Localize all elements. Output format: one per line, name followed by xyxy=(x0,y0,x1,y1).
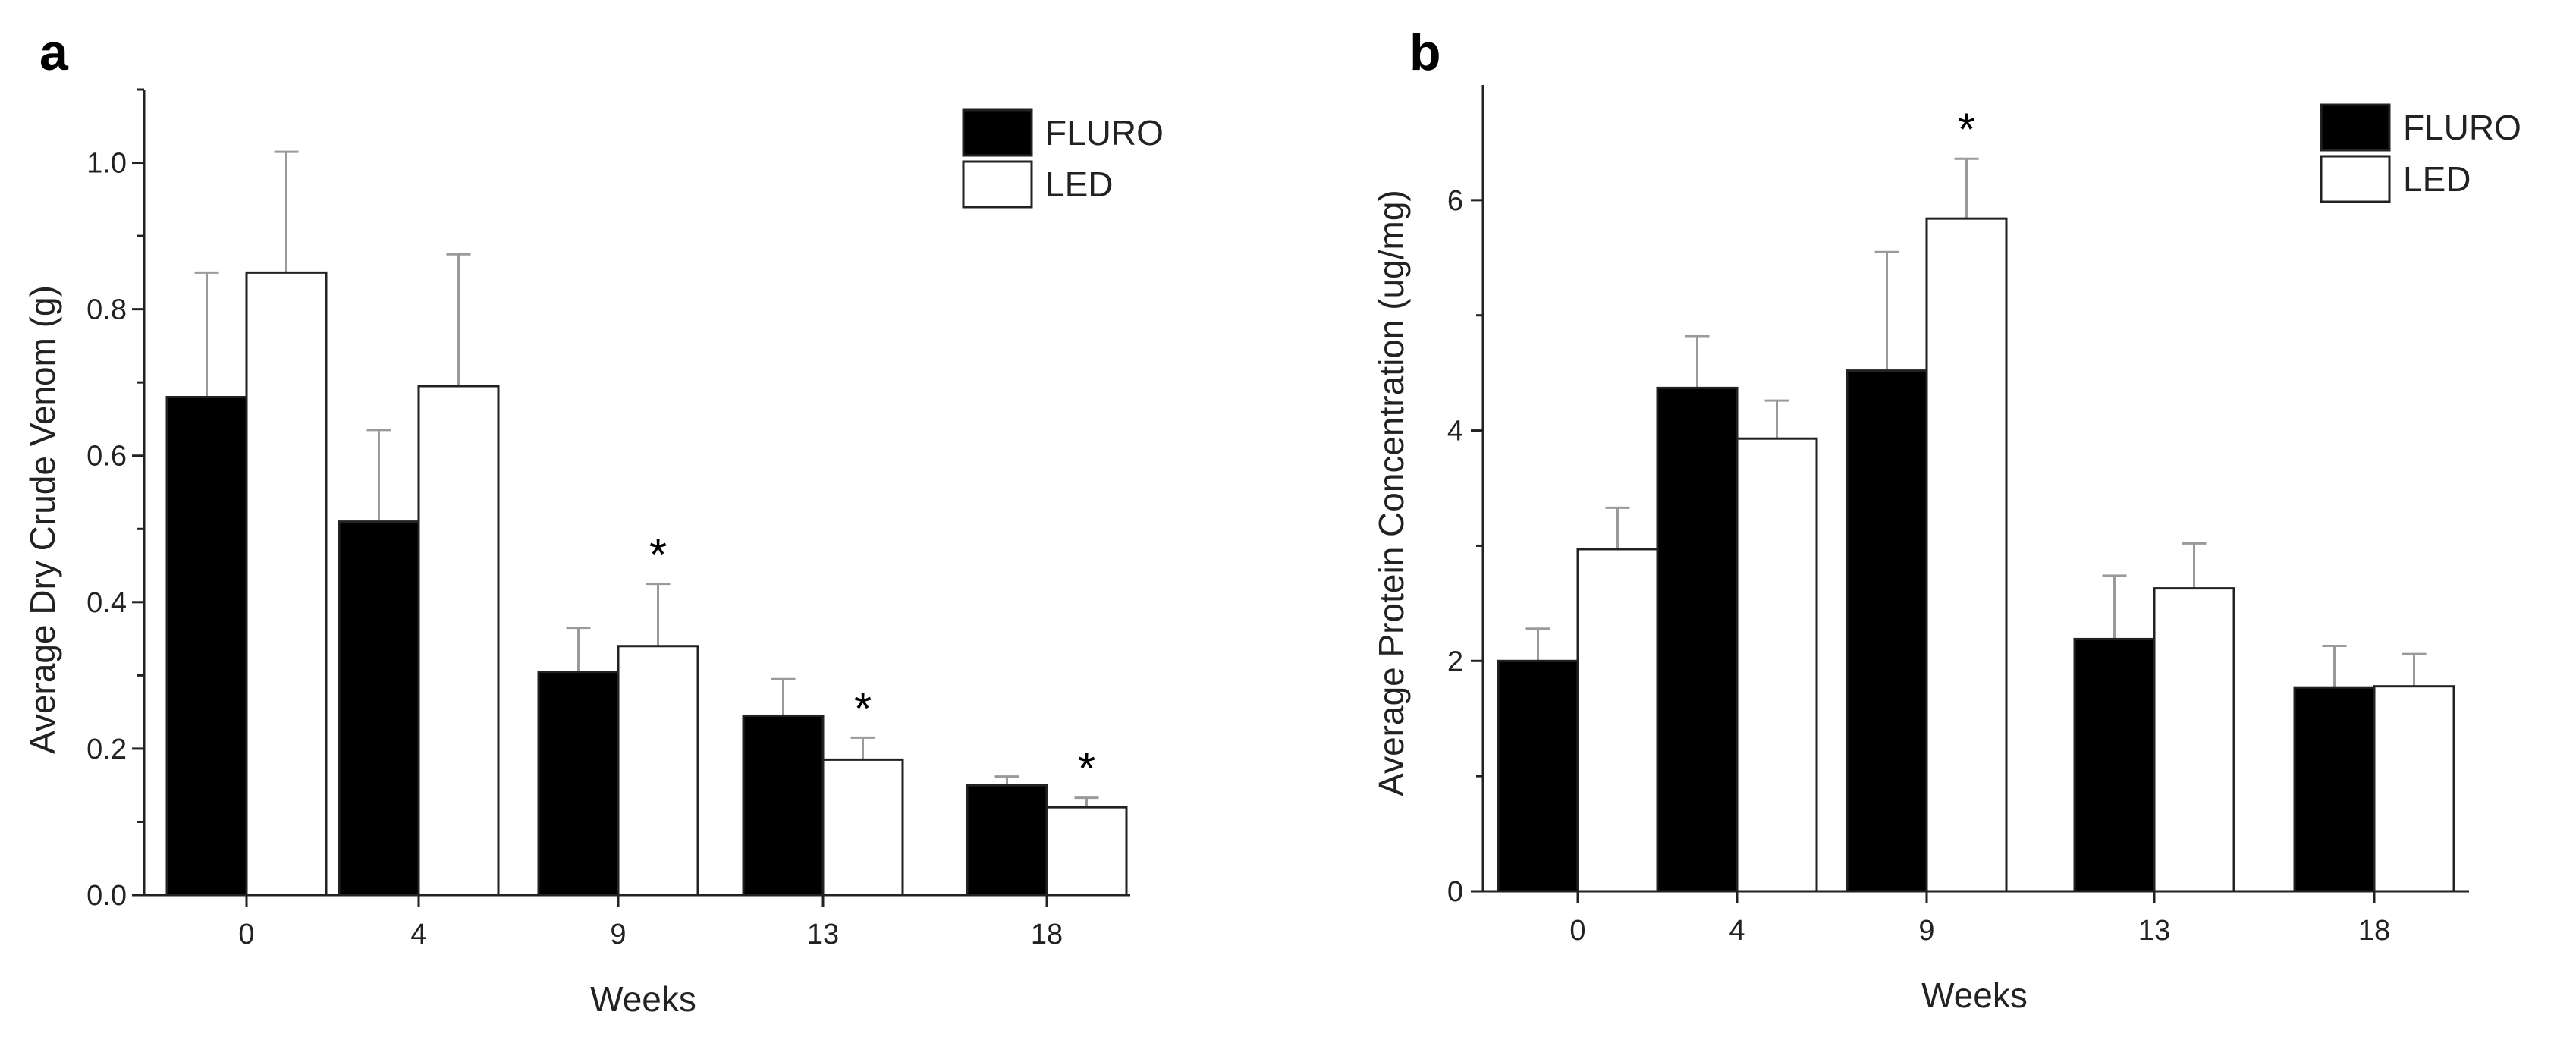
bar-fluro xyxy=(2073,637,2156,893)
x-tick-label: 4 xyxy=(410,919,426,950)
y-tick-label: 0.6 xyxy=(86,441,127,473)
significance-marker: * xyxy=(854,683,872,734)
bar-fluro xyxy=(1846,369,1928,893)
bar-fluro xyxy=(2293,686,2376,893)
y-tick-label: 1.0 xyxy=(86,148,127,180)
x-tick-label: 9 xyxy=(610,919,626,950)
bar-led xyxy=(245,271,328,897)
x-axis-title: Weeks xyxy=(1921,976,2028,1015)
legend-swatch-led xyxy=(2320,155,2391,203)
legend-label-led: LED xyxy=(1045,165,1113,204)
x-tick-label: 13 xyxy=(807,919,839,950)
bar-fluro xyxy=(537,671,620,897)
x-tick-label: 18 xyxy=(2358,915,2390,947)
y-tick-label: 0.4 xyxy=(86,587,127,619)
legend-label-led: LED xyxy=(2403,159,2471,199)
y-tick-label: 2 xyxy=(1447,646,1463,677)
panel-b: b 0 2 4 6 0 4 9 * 13 18 Weeks Average Protein Concen… xyxy=(1371,24,2521,1015)
x-axis-title: Weeks xyxy=(590,979,696,1019)
bar-led xyxy=(417,385,500,897)
panel-label: a xyxy=(39,24,69,81)
x-tick-label: 0 xyxy=(238,919,254,950)
y-tick-label: 4 xyxy=(1447,416,1463,448)
bar-led xyxy=(1925,217,2008,893)
panel-a: a 0.0 0.2 0.4 0.6 0.8 1.0 0 4 9 * 13 * 18 * Weeks Averag… xyxy=(23,24,1164,1019)
bar-led xyxy=(2153,587,2235,893)
panel-label: b xyxy=(1409,24,1441,81)
x-tick-label: 4 xyxy=(1729,915,1745,947)
y-tick-label: 0.8 xyxy=(86,294,127,326)
bar-led xyxy=(2373,685,2455,893)
legend-swatch-fluro xyxy=(962,108,1033,157)
bar-led xyxy=(1045,806,1128,897)
bar-fluro xyxy=(165,395,248,897)
bar-led xyxy=(821,758,904,897)
y-axis-title: Average Dry Crude Venom (g) xyxy=(23,285,62,754)
x-tick-label: 13 xyxy=(2138,915,2170,947)
bar-fluro xyxy=(742,714,825,897)
y-tick-label: 0.0 xyxy=(86,880,127,912)
bar-fluro xyxy=(1656,386,1739,893)
legend: FLURO LED xyxy=(962,108,1164,209)
significance-marker: * xyxy=(1958,104,1975,155)
x-tick-label: 9 xyxy=(1918,915,1934,947)
bar-fluro xyxy=(1497,659,1579,893)
bar-led xyxy=(1736,437,1818,893)
x-tick-label: 18 xyxy=(1031,919,1063,950)
significance-marker: * xyxy=(649,529,667,580)
bar-led xyxy=(617,645,699,897)
bar-led xyxy=(1576,548,1659,893)
y-tick-label: 6 xyxy=(1447,185,1463,217)
y-tick-label: 0 xyxy=(1447,876,1463,908)
significance-marker: * xyxy=(1078,743,1095,794)
y-axis-title: Average Protein Concentration (ug/mg) xyxy=(1371,190,1411,796)
legend-label-fluro: FLURO xyxy=(2403,108,2521,147)
legend-label-fluro: FLURO xyxy=(1045,113,1164,152)
bar-fluro xyxy=(338,520,420,897)
legend-swatch-led xyxy=(962,160,1033,209)
y-tick-label: 0.2 xyxy=(86,734,127,765)
legend-swatch-fluro xyxy=(2320,103,2391,152)
x-tick-label: 0 xyxy=(1569,915,1585,947)
legend: FLURO LED xyxy=(2320,103,2521,203)
bar-fluro xyxy=(966,784,1048,897)
